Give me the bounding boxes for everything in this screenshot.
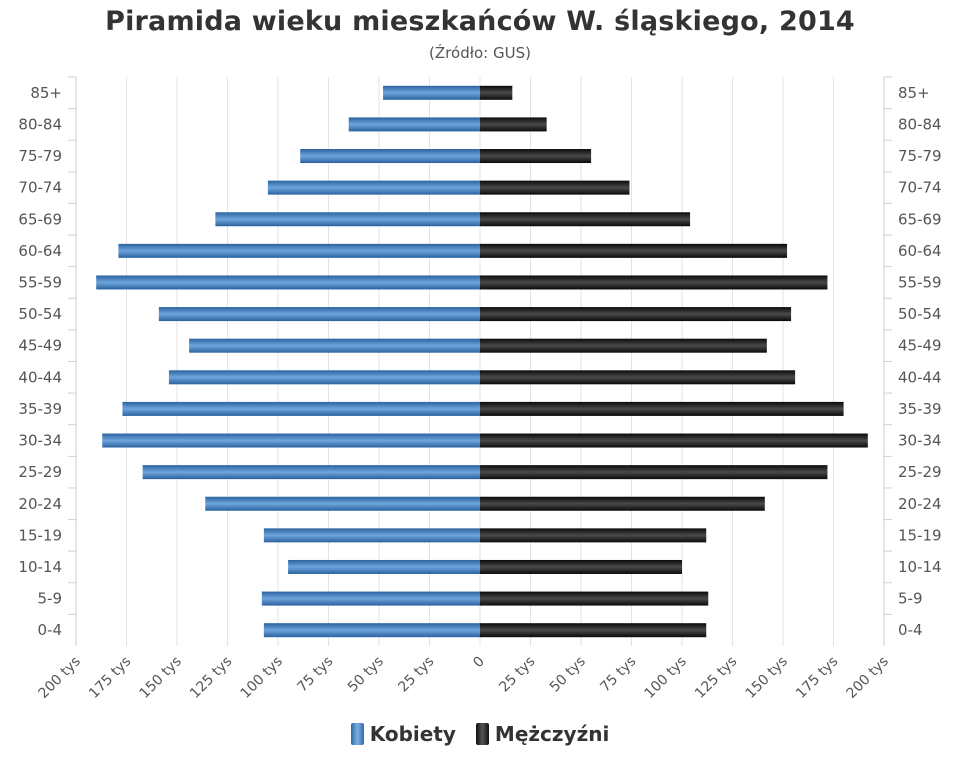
legend-item-mezczyzni[interactable]: Mężczyźni <box>475 722 610 746</box>
bar-mezczyzni-65-69[interactable] <box>480 212 691 227</box>
bar-mezczyzni-20-24[interactable] <box>480 496 765 511</box>
bar-kobiety-0-4[interactable] <box>263 623 480 638</box>
legend-label-mezczyzni: Mężczyźni <box>494 722 610 746</box>
chart-subtitle: (Źródło: GUS) <box>429 44 531 62</box>
bar-mezczyzni-45-49[interactable] <box>480 338 767 353</box>
bar-kobiety-20-24[interactable] <box>205 496 480 511</box>
y-tick-label-left: 40-44 <box>18 368 62 386</box>
chart-legend: Kobiety Mężczyźni <box>0 722 960 746</box>
bar-kobiety-25-29[interactable] <box>142 465 480 480</box>
x-tick-label: 50 tys <box>547 654 589 696</box>
bar-mezczyzni-0-4[interactable] <box>480 623 707 638</box>
bar-kobiety-60-64[interactable] <box>118 243 481 258</box>
bar-mezczyzni-60-64[interactable] <box>480 243 788 258</box>
bar-kobiety-50-54[interactable] <box>158 307 480 322</box>
y-tick-label-right: 55-59 <box>898 273 942 291</box>
x-tick-label: 125 tys <box>692 654 740 702</box>
y-tick-label-left: 75-79 <box>18 147 62 165</box>
x-tick-label: 150 tys <box>743 654 791 702</box>
y-tick-label-left: 70-74 <box>18 179 62 197</box>
y-tick-label-left: 55-59 <box>18 273 62 291</box>
x-tick-label: 75 tys <box>597 654 639 696</box>
y-tick-label-right: 45-49 <box>898 337 942 355</box>
bar-kobiety-70-74[interactable] <box>267 180 480 195</box>
y-tick-label-left: 80-84 <box>18 115 62 133</box>
bar-kobiety-30-34[interactable] <box>102 433 480 448</box>
bar-mezczyzni-75-79[interactable] <box>480 149 592 164</box>
bar-kobiety-40-44[interactable] <box>168 370 481 385</box>
y-tick-label-left: 20-24 <box>18 495 62 513</box>
bar-kobiety-80-84[interactable] <box>348 117 480 132</box>
y-tick-label-right: 25-29 <box>898 463 942 481</box>
bar-kobiety-10-14[interactable] <box>288 559 480 574</box>
bar-kobiety-35-39[interactable] <box>122 401 481 416</box>
bar-kobiety-15-19[interactable] <box>263 528 480 543</box>
y-tick-label-right: 5-9 <box>898 590 923 608</box>
bar-kobiety-85+[interactable] <box>383 85 480 100</box>
y-tick-label-left: 15-19 <box>18 526 62 544</box>
bar-mezczyzni-40-44[interactable] <box>480 370 796 385</box>
legend-item-kobiety[interactable]: Kobiety <box>350 722 456 746</box>
y-tick-label-left: 60-64 <box>18 242 62 260</box>
y-tick-label-left: 0-4 <box>38 621 63 639</box>
bar-mezczyzni-10-14[interactable] <box>480 559 682 574</box>
bar-mezczyzni-85+[interactable] <box>480 85 513 100</box>
bar-mezczyzni-50-54[interactable] <box>480 307 792 322</box>
y-tick-label-left: 45-49 <box>18 337 62 355</box>
y-tick-label-left: 10-14 <box>18 558 62 576</box>
bar-kobiety-5-9[interactable] <box>261 591 480 606</box>
y-tick-label-left: 65-69 <box>18 210 62 228</box>
y-tick-label-right: 35-39 <box>898 400 942 418</box>
x-tick-label: 175 tys <box>793 654 841 702</box>
y-tick-label-right: 40-44 <box>898 368 942 386</box>
bar-mezczyzni-55-59[interactable] <box>480 275 828 290</box>
x-tick-label: 0 <box>470 654 488 672</box>
x-tick-label: 100 tys <box>642 654 690 702</box>
x-tick-label: 50 tys <box>345 654 387 696</box>
chart-title: Piramida wieku mieszkańców W. śląskiego,… <box>105 6 855 37</box>
y-tick-label-right: 15-19 <box>898 526 942 544</box>
y-tick-label-right: 70-74 <box>898 179 942 197</box>
y-tick-label-left: 5-9 <box>38 590 63 608</box>
x-tick-label: 75 tys <box>294 654 336 696</box>
x-tick-label: 25 tys <box>496 654 538 696</box>
bar-kobiety-45-49[interactable] <box>189 338 480 353</box>
y-tick-label-right: 20-24 <box>898 495 942 513</box>
y-tick-label-right: 30-34 <box>898 432 942 450</box>
x-tick-label: 200 tys <box>844 654 892 702</box>
y-tick-label-left: 35-39 <box>18 400 62 418</box>
legend-swatch-mezczyzni <box>475 723 489 745</box>
y-tick-label-right: 0-4 <box>898 621 923 639</box>
bar-kobiety-75-79[interactable] <box>300 149 480 164</box>
y-tick-label-left: 30-34 <box>18 432 62 450</box>
bar-mezczyzni-30-34[interactable] <box>480 433 868 448</box>
y-tick-label-left: 25-29 <box>18 463 62 481</box>
legend-swatch-kobiety <box>350 723 364 745</box>
y-tick-label-right: 85+ <box>898 84 930 102</box>
x-tick-label: 175 tys <box>86 654 134 702</box>
x-tick-label: 25 tys <box>395 654 437 696</box>
bar-kobiety-55-59[interactable] <box>96 275 480 290</box>
bar-mezczyzni-15-19[interactable] <box>480 528 707 543</box>
y-tick-label-right: 60-64 <box>898 242 942 260</box>
bar-mezczyzni-80-84[interactable] <box>480 117 547 132</box>
bar-mezczyzni-70-74[interactable] <box>480 180 630 195</box>
y-tick-label-right: 10-14 <box>898 558 942 576</box>
bar-mezczyzni-35-39[interactable] <box>480 401 844 416</box>
legend-label-kobiety: Kobiety <box>369 722 456 746</box>
x-tick-label: 200 tys <box>36 654 84 702</box>
x-tick-label: 100 tys <box>238 654 286 702</box>
y-tick-label-right: 80-84 <box>898 115 942 133</box>
y-tick-label-left: 85+ <box>30 84 62 102</box>
y-tick-label-left: 50-54 <box>18 305 62 323</box>
bar-mezczyzni-25-29[interactable] <box>480 465 828 480</box>
y-tick-label-right: 65-69 <box>898 210 942 228</box>
x-tick-label: 150 tys <box>137 654 185 702</box>
x-tick-label: 125 tys <box>187 654 235 702</box>
y-tick-label-right: 75-79 <box>898 147 942 165</box>
y-tick-label-right: 50-54 <box>898 305 942 323</box>
bar-mezczyzni-5-9[interactable] <box>480 591 709 606</box>
bar-kobiety-65-69[interactable] <box>215 212 480 227</box>
